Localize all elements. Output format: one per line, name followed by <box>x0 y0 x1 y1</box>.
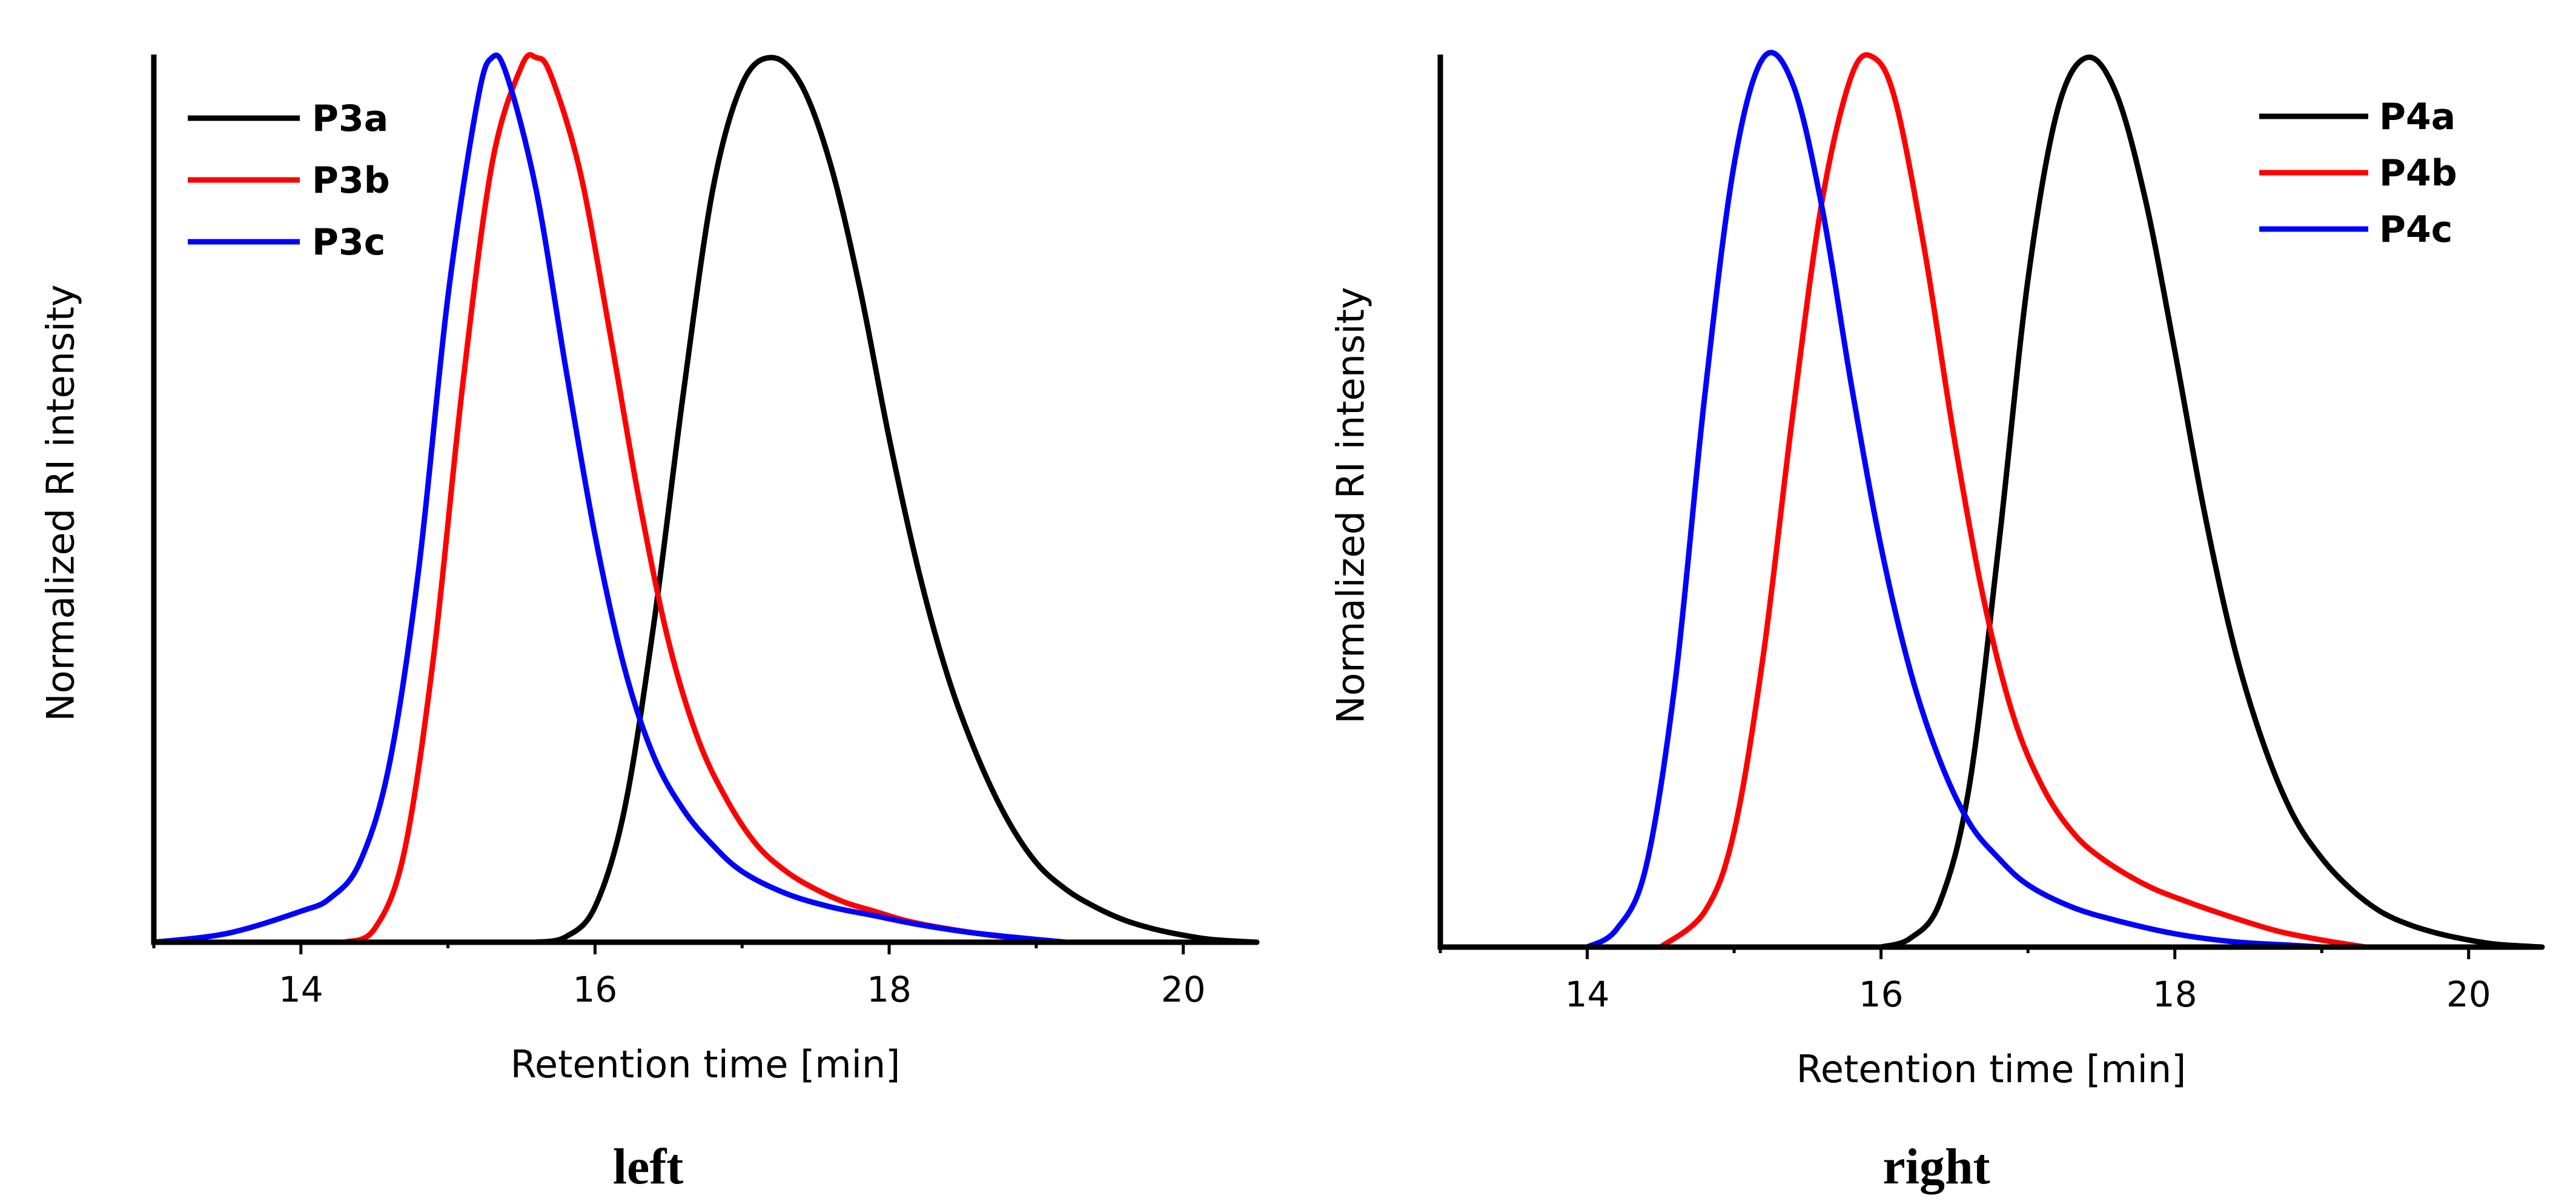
panel-caption: right <box>1882 1139 1990 1195</box>
x-tick-label: 16 <box>1859 974 1904 1015</box>
legend-label-p4a: P4a <box>2379 96 2455 138</box>
y-axis-title: Normalized RI intensity <box>39 284 83 721</box>
x-tick-label: 20 <box>1161 969 1206 1010</box>
series-line-p4a <box>1878 54 2545 950</box>
legend-label-p3a: P3a <box>312 98 388 140</box>
x-axis-title: Retention time [min] <box>1796 1047 2187 1091</box>
series-line-p4c <box>1584 50 2325 950</box>
panel-caption: left <box>613 1139 684 1195</box>
legend-label-p4c: P4c <box>2379 208 2452 251</box>
legend-label-p3c: P3c <box>312 221 385 264</box>
series-line-p3c <box>151 52 1068 945</box>
legend-label-p3b: P3b <box>312 159 390 202</box>
x-axis-title: Retention time [min] <box>511 1042 901 1086</box>
series-line-p3b <box>342 52 1068 945</box>
chart-panel-right: 14 16 18 20 Retention time [min] Normalized R… <box>1329 50 2545 1195</box>
legend-label-p4b: P4b <box>2379 152 2457 195</box>
series-line-p4b <box>1658 52 2369 950</box>
y-axis-title: Normalized RI intensity <box>1329 287 1373 723</box>
chart-panel-left: 14 16 18 20 Retention time [min] Normalized R… <box>39 52 1260 1195</box>
series-line-p3a <box>533 55 1260 945</box>
x-tick-label: 18 <box>867 969 912 1010</box>
x-tick-label: 14 <box>1565 974 1610 1015</box>
x-tick-label: 20 <box>2446 974 2491 1015</box>
x-tick-label: 14 <box>279 969 323 1010</box>
x-tick-label: 16 <box>572 969 617 1010</box>
x-tick-label: 18 <box>2153 974 2197 1015</box>
